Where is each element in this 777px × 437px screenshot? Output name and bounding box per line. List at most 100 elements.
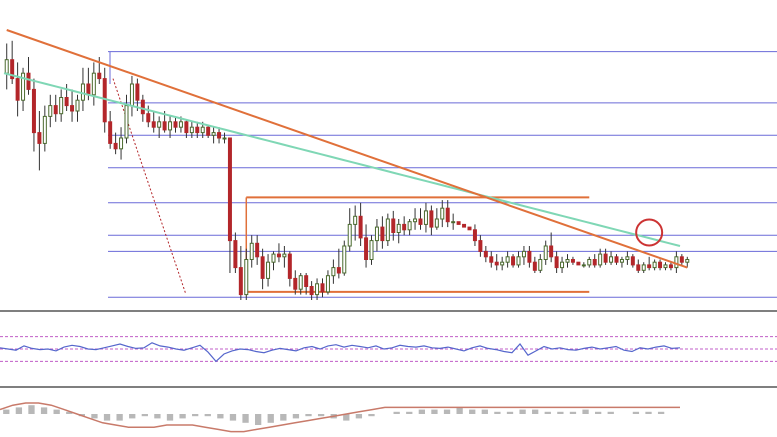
candle-bull — [500, 261, 505, 266]
candle-bear — [391, 218, 396, 233]
candle-bull — [625, 256, 630, 260]
candle-bull — [129, 83, 134, 107]
candle-bear — [113, 142, 118, 150]
candle-bull — [565, 259, 570, 263]
candle-bull — [385, 218, 390, 242]
candle-bull — [266, 261, 271, 279]
candle-bull — [619, 259, 624, 263]
candle-bull — [521, 250, 526, 258]
candle-bull — [342, 245, 347, 274]
candle-bull — [505, 256, 510, 263]
candle-bear — [233, 240, 238, 269]
candle-bull — [516, 256, 521, 266]
candle-bull — [48, 105, 53, 117]
candle-bull — [353, 215, 358, 225]
candle-bull — [189, 126, 194, 134]
candle-bull — [641, 264, 646, 271]
candle-bull — [4, 59, 9, 74]
candle-bear — [380, 226, 385, 242]
candle-bull — [249, 242, 254, 261]
candle-bear — [603, 253, 608, 263]
candle-bull — [543, 245, 548, 260]
candle-bear — [86, 83, 91, 96]
candle-bear — [679, 256, 684, 263]
candle-bear — [532, 261, 537, 271]
macd-panel — [0, 402, 680, 433]
candle-bear — [31, 88, 36, 134]
candle-bear — [527, 250, 532, 263]
candle-bull — [538, 259, 543, 271]
candle-bull — [609, 256, 614, 263]
candle-bear — [206, 126, 211, 136]
candle-bull — [598, 253, 603, 266]
candle-bull — [282, 253, 287, 258]
candle-bear — [195, 126, 200, 134]
candle-bear — [462, 223, 467, 228]
candle-bear — [293, 277, 298, 290]
moving-average — [3, 72, 681, 247]
candle-bull — [581, 264, 586, 267]
macd-signal-line — [0, 402, 680, 433]
candle-bear — [15, 78, 20, 101]
candle-bear — [70, 105, 75, 112]
candle-bear — [140, 99, 145, 115]
candle-bull — [560, 261, 565, 269]
candle-bull — [157, 121, 162, 128]
candle-bull — [407, 221, 412, 231]
candle-bear — [467, 226, 472, 231]
candle-bear — [549, 245, 554, 258]
candle-bull — [315, 283, 320, 296]
candle-bear — [511, 256, 516, 266]
candle-bear — [445, 207, 450, 223]
trend-line — [6, 29, 688, 269]
candle-bear — [636, 264, 641, 271]
candle-bear — [108, 121, 113, 144]
candle-bull — [271, 253, 276, 263]
candle-bear — [472, 229, 477, 242]
candle-bear — [287, 253, 292, 279]
candle-bear — [276, 253, 281, 258]
breakout-circle — [635, 218, 664, 247]
candle-bear — [489, 256, 494, 263]
candle-bull — [413, 218, 418, 223]
candle-bear — [97, 72, 102, 80]
candle-bull — [200, 126, 205, 134]
candle-bear — [478, 240, 483, 252]
candle-bull — [211, 132, 216, 136]
candle-bull — [325, 275, 330, 293]
highlight-marker — [635, 218, 664, 247]
candle-bear — [576, 261, 581, 266]
candle-bear — [64, 97, 69, 107]
candle-bull — [119, 137, 124, 150]
candle-bull — [42, 115, 47, 144]
candle-bear — [494, 261, 499, 266]
candle-bull — [59, 97, 64, 115]
candle-bear — [151, 121, 156, 128]
rsi-line — [0, 342, 681, 363]
candle-bull — [374, 226, 379, 242]
candle-bull — [685, 259, 690, 263]
candle-bull — [434, 218, 439, 228]
candle-bull — [663, 264, 668, 269]
candle-bear — [162, 121, 167, 131]
candle-bear — [647, 264, 652, 269]
candle-bull — [652, 261, 657, 269]
candle-bull — [587, 259, 592, 266]
candle-bear — [429, 210, 434, 228]
candle-bull — [298, 275, 303, 290]
descending-trend-line — [6, 29, 688, 269]
candle-bull — [168, 121, 173, 131]
candle-bear — [26, 72, 31, 90]
candle-bear — [184, 121, 189, 134]
rsi-panel — [0, 336, 777, 363]
candle-bear — [37, 132, 42, 144]
candle-bear — [554, 256, 559, 269]
candle-bear — [255, 242, 260, 258]
candle-bear — [135, 83, 140, 101]
candle-bull — [369, 240, 374, 261]
candle-bull — [244, 259, 249, 296]
candle-bear — [418, 218, 423, 225]
candle-bull — [674, 256, 679, 269]
candle-bear — [53, 105, 58, 115]
